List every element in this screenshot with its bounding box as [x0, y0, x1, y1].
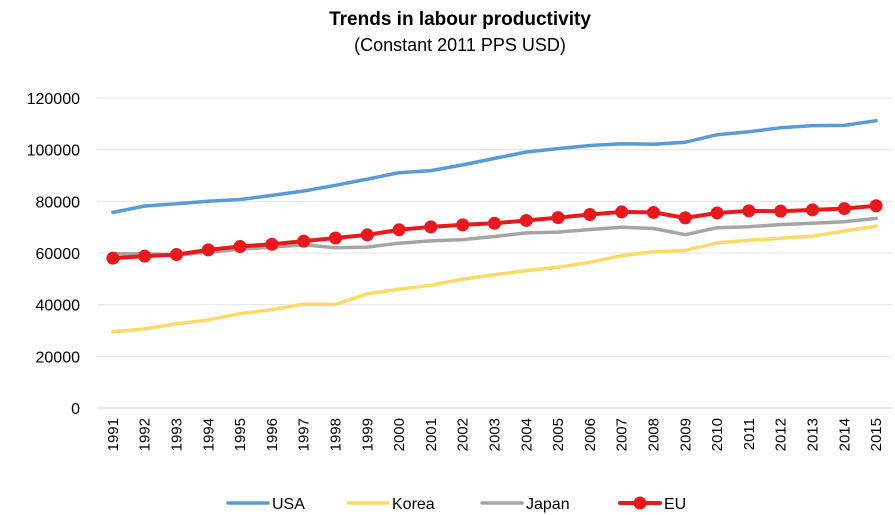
x-tick-label: 2012: [773, 418, 790, 451]
data-point-eu: [519, 213, 533, 227]
data-point-eu: [869, 199, 883, 213]
x-tick-label: 1992: [137, 418, 154, 451]
x-tick-label: 1996: [264, 418, 281, 451]
x-tick-label: 2013: [805, 418, 822, 451]
data-point-eu: [647, 205, 660, 219]
x-tick-label: 2011: [741, 418, 758, 450]
data-point-eu: [233, 240, 247, 254]
x-tick-label: 2006: [582, 418, 599, 451]
x-tick-label: 1993: [169, 418, 186, 451]
data-point-eu: [742, 204, 756, 218]
series-line-usa: [111, 118, 878, 215]
y-tick-label: 40000: [36, 298, 81, 315]
data-point-eu: [201, 243, 215, 257]
data-point-eu: [806, 203, 819, 217]
legend-item-usa: USA: [226, 496, 305, 513]
data-point-eu: [774, 204, 788, 218]
x-tick-label: 1997: [296, 418, 313, 451]
y-tick-label: 80000: [36, 194, 81, 211]
data-point-eu: [456, 218, 470, 232]
data-point-eu: [265, 237, 279, 251]
x-tick-label: 2007: [614, 418, 631, 451]
data-point-eu: [837, 202, 851, 216]
x-tick-label: 2014: [836, 418, 853, 451]
x-tick-label: 2003: [487, 418, 504, 451]
legend-item-korea: Korea: [346, 496, 435, 513]
data-point-eu: [583, 208, 597, 222]
data-point-eu: [424, 220, 438, 234]
data-point-eu: [615, 205, 629, 219]
y-tick-label: 60000: [36, 246, 81, 263]
data-point-eu: [551, 211, 565, 225]
data-point-eu: [360, 228, 374, 242]
data-point-eu: [392, 223, 406, 237]
data-point-eu: [106, 251, 120, 265]
y-tick-label: 100000: [27, 143, 80, 160]
series-line-korea: [111, 224, 878, 334]
legend-item-japan: Japan: [480, 496, 570, 513]
chart-subtitle: (Constant 2011 PPS USD): [354, 35, 566, 55]
plot-area: [106, 118, 883, 334]
series-eu: [106, 199, 883, 265]
data-point-eu: [297, 234, 311, 248]
x-tick-label: 2001: [423, 418, 440, 451]
data-point-eu: [329, 231, 342, 245]
legend-label-eu: EU: [664, 496, 686, 513]
data-point-eu: [170, 248, 183, 262]
legend-marker-eu: [633, 496, 647, 510]
data-point-eu: [138, 249, 152, 263]
y-axis: 0 20000 40000 60000 80000 100000 120000: [27, 91, 80, 418]
x-tick-label: 2004: [518, 418, 535, 451]
chart-title: Trends in labour productivity: [329, 9, 591, 30]
data-point-eu: [710, 206, 724, 220]
x-tick-label: 2009: [677, 418, 694, 451]
x-tick-label: 2010: [709, 418, 726, 451]
legend-label-japan: Japan: [526, 496, 570, 513]
y-tick-label: 0: [71, 401, 80, 418]
y-tick-label: 120000: [27, 91, 80, 108]
legend-item-eu: EU: [618, 496, 686, 513]
legend-label-usa: USA: [272, 496, 305, 513]
x-tick-label: 2008: [646, 418, 663, 451]
y-tick-label: 20000: [36, 349, 81, 366]
x-tick-label: 1994: [200, 418, 217, 451]
x-tick-label: 2005: [550, 418, 567, 451]
legend: USA Korea Japan EU: [226, 496, 686, 513]
data-point-eu: [678, 211, 692, 225]
x-tick-label: 2015: [868, 418, 885, 451]
x-axis: 1991 1992 1993 1994 1995 1996 1997 1998 1999 2000…: [105, 418, 885, 451]
x-tick-label: 1998: [328, 418, 345, 451]
x-tick-label: 1999: [359, 418, 376, 451]
x-tick-label: 1995: [232, 418, 249, 451]
x-tick-label: 2002: [455, 418, 472, 451]
series-korea: [111, 224, 878, 334]
data-point-eu: [488, 216, 501, 230]
x-tick-label: 2000: [391, 418, 408, 451]
x-tick-label: 1991: [105, 418, 122, 451]
series-usa: [111, 118, 878, 215]
legend-label-korea: Korea: [392, 496, 435, 513]
